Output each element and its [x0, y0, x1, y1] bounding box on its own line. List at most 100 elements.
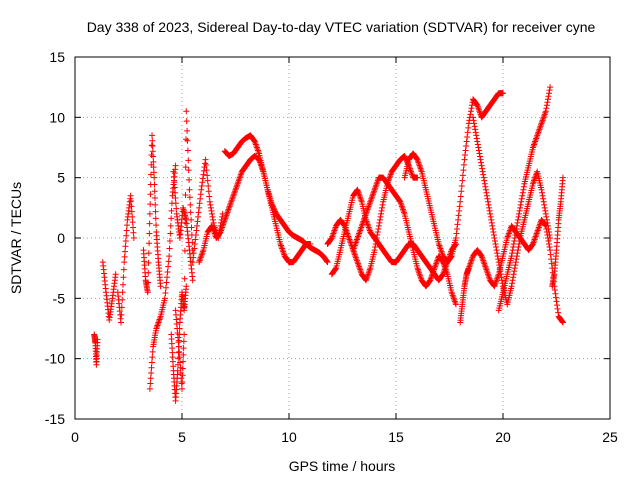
data-point	[456, 203, 463, 210]
data-point	[495, 256, 502, 263]
data-point	[473, 132, 480, 139]
data-point	[455, 216, 462, 223]
x-tick-label: 15	[388, 429, 404, 445]
data-point	[491, 235, 498, 241]
data-point	[209, 213, 216, 220]
data-point	[488, 216, 495, 223]
data-point	[204, 177, 211, 184]
data-point	[489, 222, 496, 229]
data-point	[127, 192, 134, 199]
data-point	[176, 354, 183, 361]
data-point	[481, 180, 488, 187]
data-point	[118, 311, 125, 318]
series-track-9	[189, 156, 226, 266]
data-point	[145, 279, 152, 286]
data-point	[123, 232, 130, 239]
series-track-8	[172, 108, 196, 392]
data-point	[545, 238, 552, 245]
data-point	[118, 319, 125, 326]
data-point	[150, 158, 157, 165]
data-point	[198, 186, 205, 193]
data-point	[487, 213, 494, 220]
data-point	[509, 247, 516, 254]
data-point	[543, 105, 550, 112]
data-point	[475, 147, 482, 154]
data-point	[375, 225, 382, 232]
data-point	[453, 230, 460, 237]
data-point	[376, 219, 383, 226]
data-point	[152, 215, 159, 222]
data-point	[178, 375, 185, 382]
data-point	[494, 250, 501, 257]
data-point	[185, 167, 192, 174]
data-point	[513, 222, 520, 229]
data-point	[518, 198, 525, 205]
data-point	[207, 201, 214, 208]
data-point	[195, 213, 202, 220]
data-point	[479, 168, 486, 175]
data-point	[195, 209, 202, 216]
data-point	[545, 225, 552, 232]
data-point	[146, 220, 153, 227]
data-point	[192, 236, 199, 243]
data-point	[460, 161, 467, 168]
series-track-14	[350, 174, 459, 308]
data-point	[477, 156, 484, 163]
data-point	[463, 138, 470, 145]
data-point	[184, 127, 191, 134]
data-point	[149, 132, 156, 139]
data-point	[459, 177, 466, 184]
data-point	[167, 222, 174, 229]
data-point	[183, 136, 190, 143]
data-point	[494, 253, 501, 260]
series-track-18	[495, 84, 554, 314]
data-point	[458, 188, 465, 195]
data-point	[120, 266, 127, 273]
data-point	[490, 231, 497, 238]
data-point	[542, 207, 549, 214]
data-point	[200, 167, 207, 174]
data-point	[176, 348, 183, 355]
data-point	[492, 241, 499, 248]
data-point	[465, 120, 472, 127]
data-point	[510, 274, 517, 281]
data-point	[548, 260, 555, 267]
data-point	[205, 182, 212, 189]
data-point	[547, 84, 554, 91]
data-point	[171, 184, 178, 191]
series-track-4	[140, 132, 164, 296]
data-point	[149, 354, 156, 361]
data-point	[539, 189, 546, 196]
data-point	[179, 365, 186, 372]
data-point	[323, 258, 330, 265]
data-point	[152, 208, 159, 215]
data-point	[498, 277, 505, 284]
data-point	[372, 241, 379, 248]
data-point	[476, 153, 483, 160]
data-point	[514, 219, 521, 226]
data-point	[493, 247, 500, 254]
data-point	[161, 295, 168, 302]
series-track-11	[221, 132, 331, 266]
data-point	[476, 150, 483, 157]
data-point	[180, 338, 187, 345]
plot-frame	[74, 56, 611, 420]
data-point	[183, 283, 190, 290]
data-point	[540, 195, 547, 202]
data-point	[495, 259, 502, 266]
series-track-13	[324, 152, 421, 284]
data-point	[373, 238, 380, 245]
data-point	[144, 289, 151, 296]
data-point	[164, 274, 171, 281]
data-point	[172, 189, 179, 196]
data-point	[516, 241, 523, 248]
data-point	[513, 253, 520, 260]
data-point	[456, 207, 463, 214]
data-point	[512, 231, 519, 238]
data-point	[489, 225, 496, 232]
data-point	[543, 102, 550, 109]
data-point	[512, 228, 519, 235]
data-point	[180, 358, 187, 365]
data-point	[150, 153, 157, 160]
